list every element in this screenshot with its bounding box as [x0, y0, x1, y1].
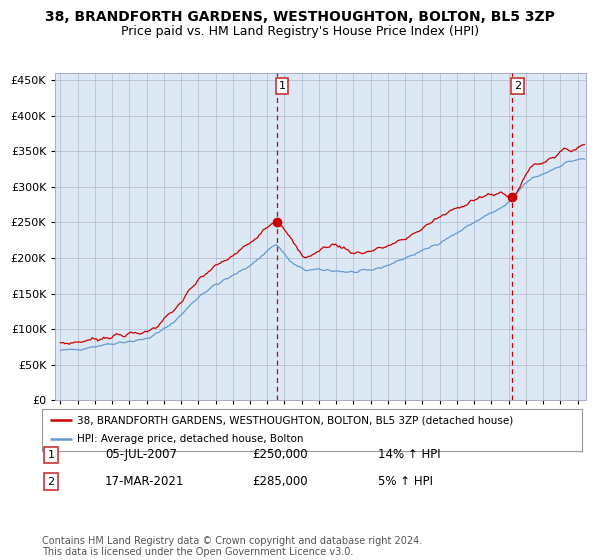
Text: 5% ↑ HPI: 5% ↑ HPI [378, 475, 433, 488]
Text: £250,000: £250,000 [252, 448, 308, 461]
Text: 14% ↑ HPI: 14% ↑ HPI [378, 448, 440, 461]
Text: HPI: Average price, detached house, Bolton: HPI: Average price, detached house, Bolt… [77, 435, 304, 445]
Text: 2: 2 [47, 477, 55, 487]
Text: 17-MAR-2021: 17-MAR-2021 [105, 475, 184, 488]
Text: Price paid vs. HM Land Registry's House Price Index (HPI): Price paid vs. HM Land Registry's House … [121, 25, 479, 38]
Text: 1: 1 [47, 450, 55, 460]
Text: 2: 2 [514, 81, 521, 91]
Text: 38, BRANDFORTH GARDENS, WESTHOUGHTON, BOLTON, BL5 3ZP (detached house): 38, BRANDFORTH GARDENS, WESTHOUGHTON, BO… [77, 415, 514, 425]
Text: 1: 1 [278, 81, 286, 91]
Text: Contains HM Land Registry data © Crown copyright and database right 2024.
This d: Contains HM Land Registry data © Crown c… [42, 535, 422, 557]
Text: £285,000: £285,000 [252, 475, 308, 488]
Text: 38, BRANDFORTH GARDENS, WESTHOUGHTON, BOLTON, BL5 3ZP: 38, BRANDFORTH GARDENS, WESTHOUGHTON, BO… [45, 10, 555, 24]
Text: 05-JUL-2007: 05-JUL-2007 [105, 448, 177, 461]
